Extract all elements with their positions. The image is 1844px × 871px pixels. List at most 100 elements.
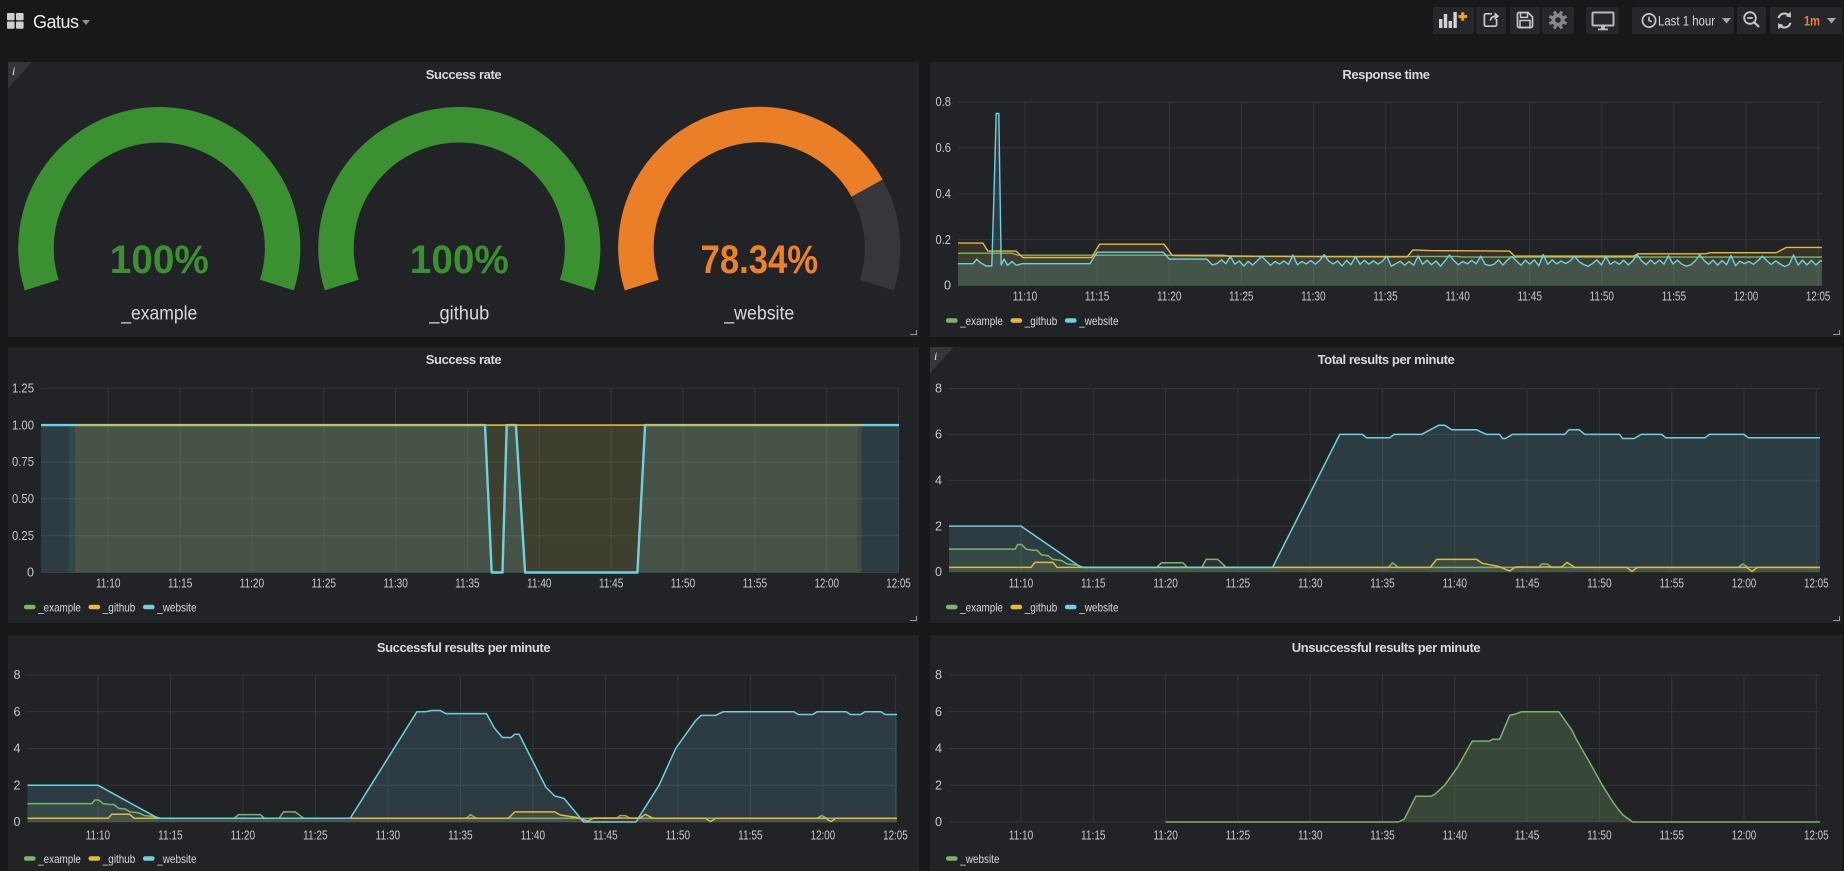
svg-text:0.25: 0.25 bbox=[12, 529, 34, 543]
svg-text:11:40: 11:40 bbox=[527, 577, 552, 591]
svg-text:_website: _website bbox=[723, 303, 794, 325]
svg-text:_website: _website bbox=[156, 600, 196, 614]
svg-text:12:00: 12:00 bbox=[814, 577, 839, 591]
svg-text:_example: _example bbox=[120, 303, 197, 325]
svg-text:12:05: 12:05 bbox=[1806, 290, 1831, 304]
svg-text:11:30: 11:30 bbox=[383, 577, 408, 591]
svg-text:_example: _example bbox=[37, 852, 81, 866]
svg-text:8: 8 bbox=[935, 668, 942, 682]
svg-text:Last 1 hour: Last 1 hour bbox=[1658, 14, 1715, 29]
svg-text:0.4: 0.4 bbox=[936, 187, 952, 201]
svg-text:_website: _website bbox=[156, 852, 196, 866]
svg-text:11:30: 11:30 bbox=[1298, 577, 1323, 591]
svg-text:6: 6 bbox=[935, 705, 942, 719]
svg-text:11:25: 11:25 bbox=[1226, 829, 1251, 843]
svg-text:_github: _github bbox=[102, 600, 136, 614]
svg-text:11:30: 11:30 bbox=[376, 829, 401, 843]
svg-text:11:40: 11:40 bbox=[1445, 290, 1470, 304]
svg-text:11:15: 11:15 bbox=[1081, 829, 1106, 843]
svg-text:_github: _github bbox=[1024, 600, 1058, 614]
svg-text:0.8: 0.8 bbox=[936, 95, 952, 109]
svg-text:2: 2 bbox=[14, 779, 21, 793]
svg-text:4: 4 bbox=[14, 742, 21, 756]
svg-text:11:35: 11:35 bbox=[1370, 577, 1395, 591]
svg-text:11:45: 11:45 bbox=[1515, 577, 1540, 591]
svg-text:11:15: 11:15 bbox=[1081, 577, 1106, 591]
svg-text:_example: _example bbox=[959, 600, 1003, 614]
svg-text:11:20: 11:20 bbox=[1153, 577, 1178, 591]
svg-text:11:20: 11:20 bbox=[1153, 829, 1178, 843]
svg-text:100%: 100% bbox=[410, 238, 509, 282]
svg-text:11:50: 11:50 bbox=[1587, 577, 1612, 591]
svg-text:12:00: 12:00 bbox=[811, 829, 836, 843]
svg-text:1.25: 1.25 bbox=[12, 382, 34, 396]
svg-text:1.00: 1.00 bbox=[12, 418, 34, 432]
svg-text:11:50: 11:50 bbox=[1590, 290, 1615, 304]
svg-text:12:05: 12:05 bbox=[886, 577, 911, 591]
svg-text:0.75: 0.75 bbox=[12, 455, 34, 469]
svg-text:11:45: 11:45 bbox=[1515, 829, 1540, 843]
svg-text:12:00: 12:00 bbox=[1732, 577, 1757, 591]
svg-text:11:20: 11:20 bbox=[231, 829, 256, 843]
svg-text:11:40: 11:40 bbox=[521, 829, 546, 843]
svg-text:4: 4 bbox=[935, 742, 942, 756]
svg-text:12:00: 12:00 bbox=[1732, 829, 1757, 843]
svg-text:0.50: 0.50 bbox=[12, 492, 34, 506]
svg-text:8: 8 bbox=[14, 668, 21, 682]
svg-text:11:25: 11:25 bbox=[303, 829, 328, 843]
svg-text:_github: _github bbox=[1024, 314, 1058, 328]
svg-text:12:05: 12:05 bbox=[883, 829, 908, 843]
svg-text:11:40: 11:40 bbox=[1443, 577, 1468, 591]
svg-text:11:10: 11:10 bbox=[1009, 829, 1034, 843]
svg-text:11:25: 11:25 bbox=[1229, 290, 1254, 304]
svg-text:11:15: 11:15 bbox=[1085, 290, 1110, 304]
svg-text:0: 0 bbox=[27, 566, 34, 580]
svg-text:11:35: 11:35 bbox=[455, 577, 480, 591]
svg-text:11:10: 11:10 bbox=[1009, 577, 1034, 591]
svg-text:0.2: 0.2 bbox=[936, 233, 952, 247]
svg-text:11:25: 11:25 bbox=[312, 577, 337, 591]
svg-text:_website: _website bbox=[959, 852, 999, 866]
svg-text:11:45: 11:45 bbox=[1517, 290, 1542, 304]
svg-text:0: 0 bbox=[944, 279, 951, 293]
svg-text:11:50: 11:50 bbox=[671, 577, 696, 591]
svg-text:0: 0 bbox=[14, 815, 21, 829]
svg-text:11:10: 11:10 bbox=[86, 829, 111, 843]
svg-text:2: 2 bbox=[935, 519, 942, 533]
svg-text:1m: 1m bbox=[1804, 14, 1820, 29]
svg-text:11:50: 11:50 bbox=[666, 829, 691, 843]
svg-text:12:05: 12:05 bbox=[1804, 829, 1829, 843]
svg-text:78.34%: 78.34% bbox=[701, 238, 819, 282]
svg-text:_github: _github bbox=[428, 303, 489, 325]
svg-text:11:15: 11:15 bbox=[168, 577, 193, 591]
svg-text:11:15: 11:15 bbox=[158, 829, 183, 843]
svg-text:11:55: 11:55 bbox=[743, 577, 768, 591]
svg-text:11:55: 11:55 bbox=[738, 829, 763, 843]
svg-text:11:25: 11:25 bbox=[1226, 577, 1251, 591]
svg-text:11:20: 11:20 bbox=[1157, 290, 1182, 304]
svg-text:100%: 100% bbox=[110, 238, 209, 282]
svg-text:6: 6 bbox=[935, 428, 942, 442]
svg-text:8: 8 bbox=[935, 382, 942, 396]
svg-text:11:30: 11:30 bbox=[1301, 290, 1326, 304]
svg-text:11:40: 11:40 bbox=[1443, 829, 1468, 843]
svg-text:11:35: 11:35 bbox=[1373, 290, 1398, 304]
svg-text:11:10: 11:10 bbox=[1013, 290, 1038, 304]
svg-text:0: 0 bbox=[935, 815, 942, 829]
svg-text:11:45: 11:45 bbox=[593, 829, 618, 843]
svg-text:_example: _example bbox=[959, 314, 1003, 328]
svg-text:11:55: 11:55 bbox=[1659, 829, 1684, 843]
svg-text:11:50: 11:50 bbox=[1587, 829, 1612, 843]
svg-text:_website: _website bbox=[1078, 600, 1118, 614]
svg-text:_website: _website bbox=[1078, 314, 1118, 328]
svg-text:12:00: 12:00 bbox=[1734, 290, 1759, 304]
svg-text:6: 6 bbox=[14, 705, 21, 719]
svg-text:2: 2 bbox=[935, 779, 942, 793]
svg-text:11:20: 11:20 bbox=[240, 577, 265, 591]
svg-text:_github: _github bbox=[102, 852, 136, 866]
svg-text:11:55: 11:55 bbox=[1662, 290, 1687, 304]
svg-text:11:30: 11:30 bbox=[1298, 829, 1323, 843]
svg-text:4: 4 bbox=[935, 473, 942, 487]
svg-text:11:10: 11:10 bbox=[96, 577, 121, 591]
svg-text:0: 0 bbox=[935, 565, 942, 579]
